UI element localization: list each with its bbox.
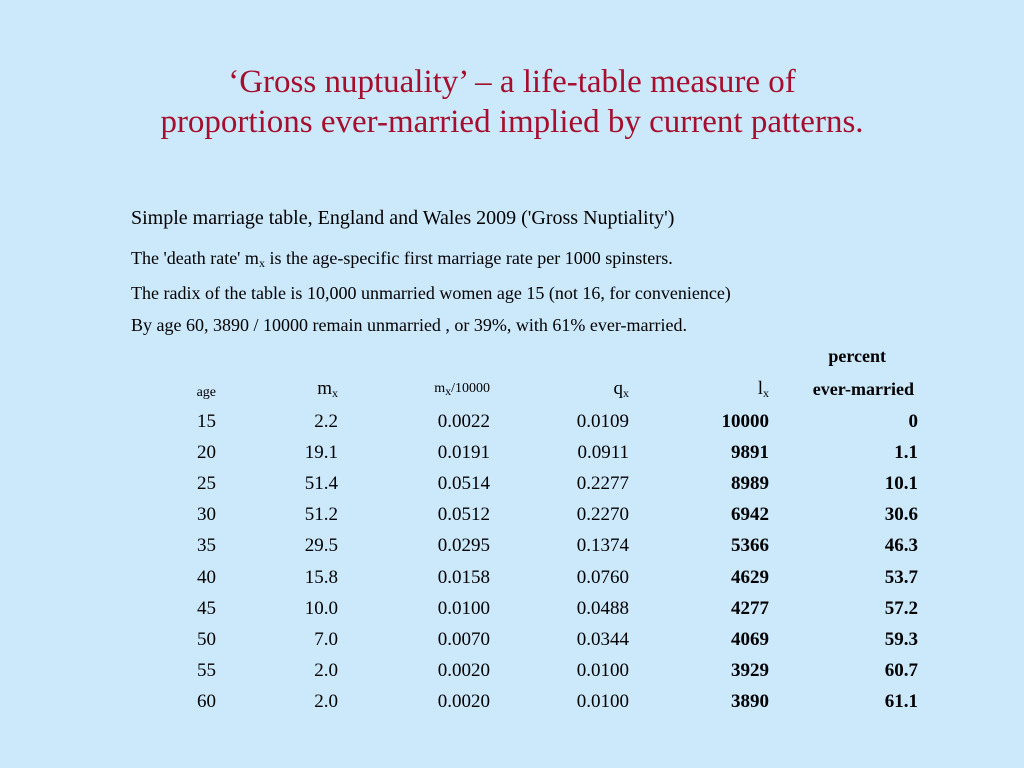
header-qx-base: q	[613, 378, 624, 399]
cell-age: 25	[197, 473, 216, 495]
cell-age: 30	[197, 504, 216, 526]
cell-lx: 6942	[731, 504, 769, 526]
cell-qx: 0.2270	[576, 504, 629, 526]
cell-pct: 0	[908, 411, 919, 432]
cell-mx: 19.1	[304, 442, 338, 464]
cell-qx: 0.0760	[576, 566, 629, 588]
cell-mx: 2.0	[314, 659, 338, 681]
header-lx-base: l	[757, 378, 763, 399]
header-qx-sub: x	[623, 386, 629, 400]
header-age: age	[196, 385, 216, 400]
cell-mxr: 0.0100	[437, 597, 490, 619]
title-line-1: ‘Gross nuptuality’ – a life-table measur…	[228, 64, 796, 100]
cell-age: 15	[197, 411, 216, 432]
cell-pct: 1.1	[894, 442, 918, 464]
cell-lx: 4277	[731, 597, 769, 619]
cell-mxr: 0.0514	[437, 473, 490, 495]
cell-pct: 46.3	[884, 535, 918, 557]
cell-lx: 9891	[731, 442, 769, 464]
note-death-rate: The 'death rate' mx is the age-specific …	[131, 248, 673, 269]
cell-mxr: 0.0295	[437, 535, 490, 557]
cell-lx: 3929	[731, 659, 769, 681]
cell-age: 40	[197, 566, 216, 588]
header-mx-rate: mx/10000	[390, 378, 490, 400]
cell-mx: 2.0	[314, 690, 338, 712]
cell-qx: 0.0488	[576, 597, 629, 619]
table-heading: Simple marriage table, England and Wales…	[131, 207, 675, 229]
cell-pct: 59.3	[884, 628, 918, 650]
cell-age: 60	[197, 690, 216, 712]
cell-lx: 4069	[731, 628, 769, 650]
cell-qx: 0.0911	[577, 442, 629, 464]
header-mx-rate-base: m	[434, 381, 446, 396]
header-lx-sub: x	[763, 386, 769, 400]
header-percent: percent	[828, 346, 886, 366]
header-mx: mx	[240, 378, 338, 400]
cell-age: 55	[197, 659, 216, 681]
cell-mx: 51.4	[304, 473, 338, 495]
cell-mxr: 0.0158	[437, 566, 490, 588]
cell-mxr: 0.0070	[437, 628, 490, 650]
cell-qx: 0.0344	[576, 628, 629, 650]
cell-mxr: 0.0512	[437, 504, 490, 526]
note-death-rate-post: is the age-specific first marriage rate …	[264, 248, 673, 268]
cell-lx: 8989	[731, 473, 769, 495]
cell-qx: 0.1374	[576, 535, 629, 557]
cell-mxr: 0.0191	[437, 442, 490, 464]
cell-qx: 0.2277	[576, 473, 629, 495]
cell-age: 45	[197, 597, 216, 619]
slide-title: ‘Gross nuptuality’ – a life-table measur…	[0, 62, 1024, 142]
cell-lx: 3890	[731, 690, 769, 712]
cell-mx: 10.0	[304, 597, 338, 619]
cell-age: 20	[197, 442, 216, 464]
cell-mxr: 0.0022	[437, 411, 490, 432]
cell-mxr: 0.0020	[437, 659, 490, 681]
note-radix: The radix of the table is 10,000 unmarri…	[131, 283, 731, 303]
header-mx-rate-sub: x	[445, 384, 452, 398]
cell-mxr: 0.0020	[437, 690, 490, 712]
cell-pct: 53.7	[884, 566, 918, 588]
cell-lx: 10000	[721, 411, 770, 432]
cell-pct: 10.1	[884, 473, 918, 495]
header-mx-base: m	[317, 378, 332, 399]
cell-age: 35	[197, 535, 216, 557]
cell-age: 50	[197, 628, 216, 650]
cell-mx: 29.5	[304, 535, 338, 557]
header-qx: qx	[530, 378, 630, 400]
header-mx-sub: x	[332, 386, 338, 400]
cell-pct: 61.1	[884, 690, 918, 712]
cell-qx: 0.0109	[576, 411, 629, 432]
cell-mx: 15.8	[304, 566, 338, 588]
cell-pct: 57.2	[884, 597, 918, 619]
note-death-rate-sub: x	[258, 256, 265, 270]
header-ever-married: ever-married	[812, 379, 914, 399]
note-death-rate-pre: The 'death rate' m	[131, 248, 259, 268]
header-mx-rate-post: /10000	[451, 381, 490, 396]
cell-qx: 0.0100	[576, 690, 629, 712]
cell-qx: 0.0100	[576, 659, 629, 681]
cell-mx: 2.2	[314, 411, 338, 432]
header-lx: lx	[670, 378, 769, 400]
cell-lx: 5366	[731, 535, 769, 557]
cell-pct: 60.7	[884, 659, 918, 681]
title-line-2: proportions ever-married implied by curr…	[160, 104, 864, 140]
cell-mx: 7.0	[314, 628, 338, 650]
cell-pct: 30.6	[884, 504, 918, 526]
cell-mx: 51.2	[304, 504, 338, 526]
note-age-60: By age 60, 3890 / 10000 remain unmarried…	[131, 315, 687, 335]
cell-lx: 4629	[731, 566, 769, 588]
